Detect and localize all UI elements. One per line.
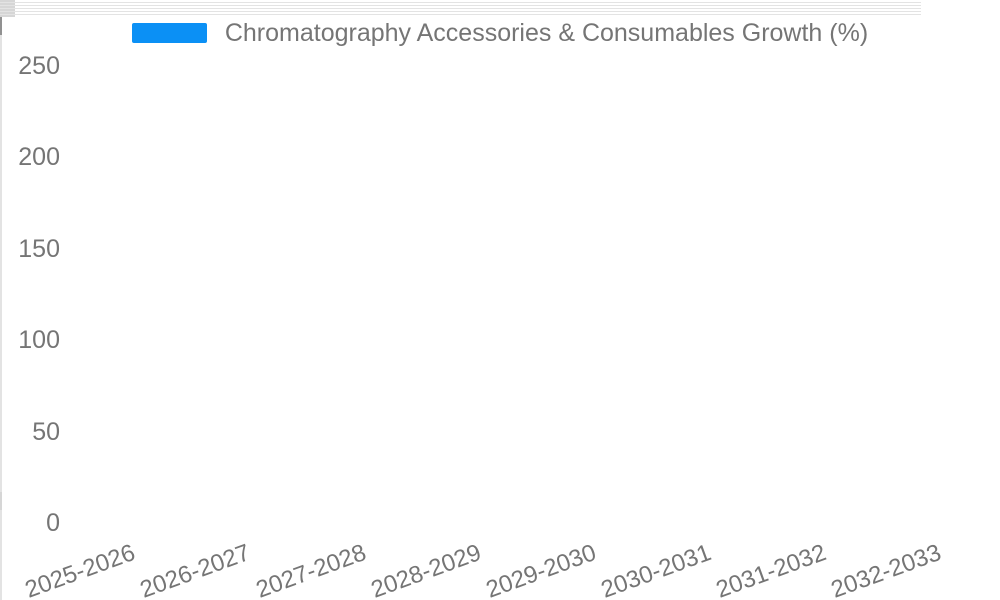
bar-value-label: 207 (479, 175, 521, 204)
x-axis-tick (0, 491, 2, 510)
legend: Chromatography Accessories & Consumables… (0, 19, 1000, 47)
bar-value-label: 181 (479, 151, 521, 180)
y-axis-label: 150 (18, 234, 60, 263)
y-axis-tick (0, 6, 15, 8)
bar-value-label: 158 (479, 130, 521, 159)
gridline-vertical (0, 509, 2, 600)
gridline-horizontal (0, 4, 921, 6)
y-axis-tick (0, 12, 15, 14)
y-axis-label: 50 (32, 417, 60, 446)
x-axis-label: 2025-2026 (21, 539, 139, 600)
bar-value-label: 173 (479, 144, 521, 173)
y-axis-label: 200 (18, 143, 60, 172)
y-axis-tick (0, 0, 15, 2)
gridline-horizontal (0, 1, 921, 3)
y-axis-label: 250 (18, 52, 60, 80)
y-axis-label: 0 (46, 509, 60, 537)
legend-swatch-icon (131, 23, 207, 43)
legend-label: Chromatography Accessories & Consumables… (224, 19, 869, 47)
y-axis-tick (0, 15, 15, 17)
x-axis-label: 2030-2031 (597, 539, 715, 600)
bar-value-label: 189 (479, 158, 521, 187)
y-axis-tick (0, 3, 15, 5)
legend-item[interactable]: Chromatography Accessories & Consumables… (131, 19, 869, 47)
x-axis-label: 2028-2029 (367, 539, 485, 600)
x-axis-label: 2031-2032 (712, 539, 830, 600)
x-axis-tick (0, 16, 2, 35)
y-axis-tick (0, 9, 15, 11)
gridline-horizontal (0, 10, 921, 12)
gridline-horizontal (0, 7, 921, 9)
gridline-vertical (0, 34, 2, 492)
x-axis-label: 2032-2033 (827, 539, 945, 600)
bar-value-label: 198 (479, 166, 521, 195)
x-axis-label: 2027-2028 (252, 539, 370, 600)
gridline-horizontal (0, 13, 921, 15)
bar-value-label: 150 (479, 123, 521, 152)
bar-value-label: 165 (479, 136, 521, 165)
x-axis-label: 2029-2030 (482, 539, 600, 600)
x-axis-label: 2026-2027 (136, 539, 255, 600)
y-axis-label: 100 (18, 326, 60, 355)
